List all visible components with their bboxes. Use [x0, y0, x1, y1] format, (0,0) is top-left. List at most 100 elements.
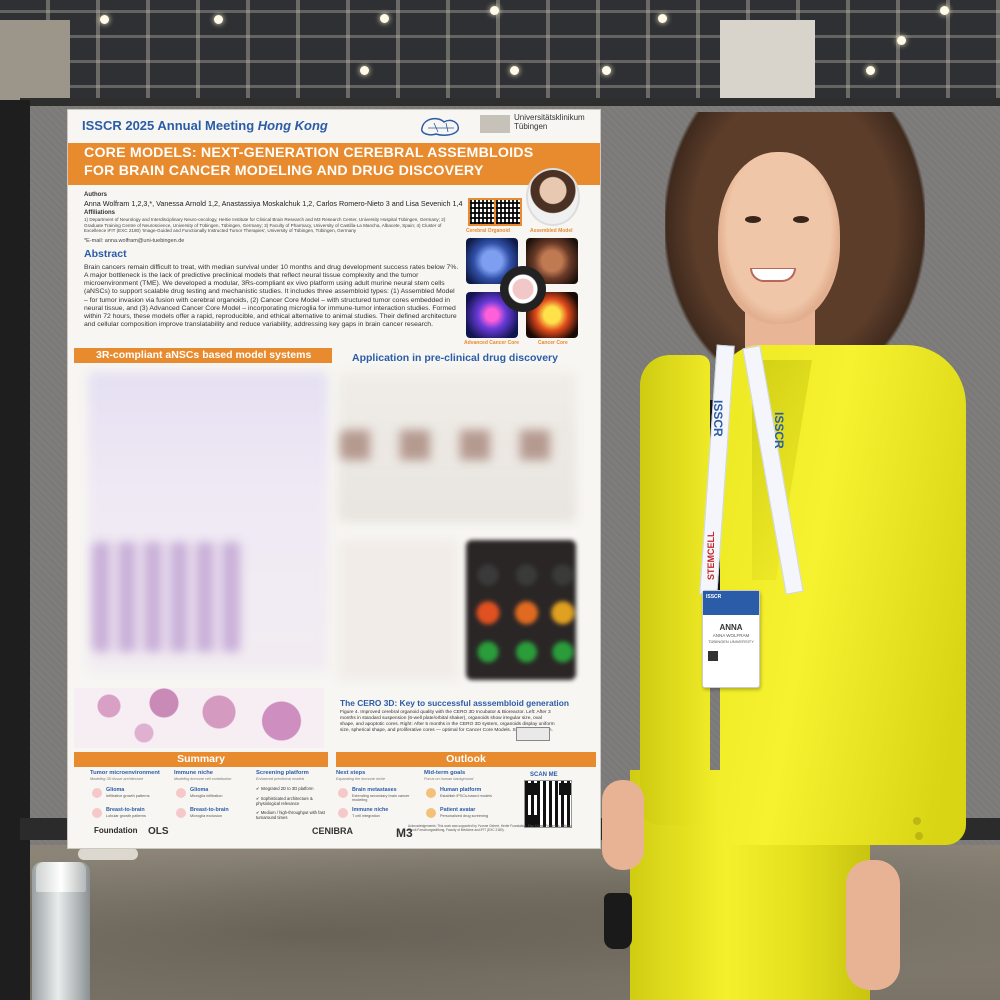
exhibition-ceiling — [0, 0, 1000, 110]
badge-header: ISSCR — [703, 591, 759, 615]
presenter-right-hand — [846, 860, 900, 990]
scientific-poster: ISSCR 2025 Annual Meeting Hong Kong Univ… — [68, 110, 600, 848]
summary-item-desc: Lobular growth patterns — [106, 814, 146, 818]
column-subtitle: Modeling 3D tissue architecture — [90, 777, 144, 781]
cero-heading: The CERO 3D: Key to successful asssemblo… — [340, 698, 569, 708]
qr-code-icon[interactable] — [468, 198, 496, 226]
university-line-1: Universitätsklinikum — [514, 113, 585, 122]
ceiling-light — [360, 66, 369, 75]
lanyard-text: ISSCR — [711, 400, 725, 437]
sponsor-logo: Foundation — [94, 826, 138, 835]
column-subtitle: Focus on human background — [424, 777, 474, 781]
sponsor-logo: OLS — [148, 826, 169, 837]
model-label: Advanced Cancer Core — [464, 340, 520, 346]
acknowledgements: Acknowledgements: This work was supporte… — [408, 824, 573, 832]
poster-title-band: CORE MODELS: NEXT-GENERATION CEREBRAL AS… — [68, 143, 600, 185]
poster-title-line-2: FOR BRAIN CANCER MODELING AND DRUG DISCO… — [84, 162, 484, 179]
cero-figure-caption: Figure 4. Improved cerebral organoid qua… — [340, 710, 555, 733]
breast-to-brain-icon — [92, 808, 102, 818]
qr-code-icon[interactable] — [524, 780, 572, 828]
histology-images — [74, 688, 324, 748]
yellow-jacket-left — [640, 355, 710, 825]
screening-item: ✔ Integrated 2D to 3D platform — [256, 786, 314, 791]
outlook-item: Immune niche — [352, 807, 389, 813]
ceiling-light — [602, 66, 611, 75]
summary-item: Glioma — [106, 787, 125, 793]
brain-logo-icon — [421, 117, 459, 136]
outlook-item-desc: T cell integration — [352, 814, 380, 818]
authors-heading: Authors — [84, 192, 107, 198]
presenter-left-hand — [602, 780, 644, 870]
conference-city: Hong Kong — [257, 118, 328, 133]
jacket-button — [913, 817, 921, 825]
column-title: Tumor microenvironment — [90, 770, 160, 776]
screening-item-text: Integrated 2D to 3D platform — [260, 786, 314, 791]
badge-full-name: ANNA WOLFRAM — [712, 633, 750, 638]
summary-item: Breast-to-brain — [106, 807, 145, 813]
water-bottle — [32, 862, 90, 1000]
poster-board-post — [0, 100, 30, 1000]
outlook-heading: Outlook — [336, 752, 596, 767]
authors: Anna Wolfram 1,2,3,*, Vanessa Arnold 1,2… — [84, 199, 463, 208]
presenter-eye — [745, 216, 761, 223]
poster-board-frame — [20, 98, 1000, 106]
summary-item-desc: Infiltrative growth patterns — [106, 794, 150, 798]
sponsor-logo: M3 — [396, 826, 413, 840]
jacket-button — [915, 832, 923, 840]
model-schematic-icon — [500, 266, 546, 312]
contact-email: *E-mail: anna.wolfram@uni-tuebingen.de — [84, 238, 185, 244]
presenter-eye — [793, 216, 809, 223]
model-label: Cancer Core — [538, 340, 568, 346]
outlook-item-desc: Establish iPSCs-based models — [440, 794, 492, 798]
column-subtitle: Expanding the immune niche — [336, 777, 385, 781]
presenter-smile — [750, 268, 796, 282]
summary-item: Glioma — [190, 787, 209, 793]
qr-code-icon[interactable] — [494, 198, 522, 226]
ceiling-light — [214, 15, 223, 24]
hall-pillar — [720, 20, 815, 110]
breast-to-brain-icon — [176, 808, 186, 818]
column-subtitle: Modeling immune cell contribution — [174, 777, 232, 781]
badge-affiliation: TÜBINGEN UNIVERSITY — [708, 639, 754, 644]
university-name: Universitätsklinikum Tübingen — [514, 113, 585, 132]
screening-item-text: Sophisticated architecture & physiologic… — [256, 796, 313, 806]
summary-item: Breast-to-brain — [190, 807, 229, 813]
screening-item-text: Medium / high-throughput with fast turna… — [256, 810, 325, 820]
shoe — [604, 893, 632, 949]
immune-niche-icon — [338, 808, 348, 818]
glioma-icon — [92, 788, 102, 798]
ceiling-light — [658, 14, 667, 23]
summary-item-desc: Microglia exclusion — [190, 814, 223, 818]
column-title: Mid-term goals — [424, 770, 466, 776]
university-logo-icon — [480, 115, 510, 133]
badge-qr-icon — [708, 651, 718, 661]
presenter-face — [718, 152, 840, 324]
badge-first-name: ANNA — [719, 623, 743, 632]
summary-heading: Summary — [74, 752, 328, 767]
abstract-text: Brain cancers remain difficult to treat,… — [84, 264, 459, 329]
abstract-heading: Abstract — [84, 248, 127, 260]
conference-name: ISSCR 2025 Annual Meeting — [82, 118, 255, 133]
lanyard-sponsor-text: STEMCELL — [706, 531, 716, 581]
poster-title: CORE MODELS: NEXT-GENERATION CEREBRAL AS… — [84, 145, 554, 181]
ceiling-light — [490, 6, 499, 15]
outlook-item: Brain metastases — [352, 787, 397, 793]
outlook-item-desc: Personalized drug screening — [440, 814, 489, 818]
ceiling-light — [380, 14, 389, 23]
glioma-icon — [176, 788, 186, 798]
brain-metastases-icon — [338, 788, 348, 798]
human-platform-icon — [426, 788, 436, 798]
sponsor-logo: CENIBRA — [312, 826, 354, 836]
blurred-figure-panel — [92, 542, 242, 652]
ceiling-light — [940, 6, 949, 15]
column-title: Screening platform — [256, 770, 309, 776]
bioreactor-device-icon — [516, 727, 550, 741]
blurred-figure-panel — [340, 430, 570, 460]
name-badge: ISSCR ANNA ANNA WOLFRAM TÜBINGEN UNIVERS… — [702, 590, 760, 688]
affiliations-heading: Affiliations — [84, 210, 115, 216]
section-heading-models: 3R-compliant aNSCs based model systems — [74, 348, 332, 363]
author-portrait — [526, 168, 580, 226]
column-subtitle: Enhanced preclinical models — [256, 777, 305, 781]
blurred-well-plate — [466, 540, 576, 680]
affiliations: 1) Department of Neurology and Interdisc… — [84, 217, 446, 234]
